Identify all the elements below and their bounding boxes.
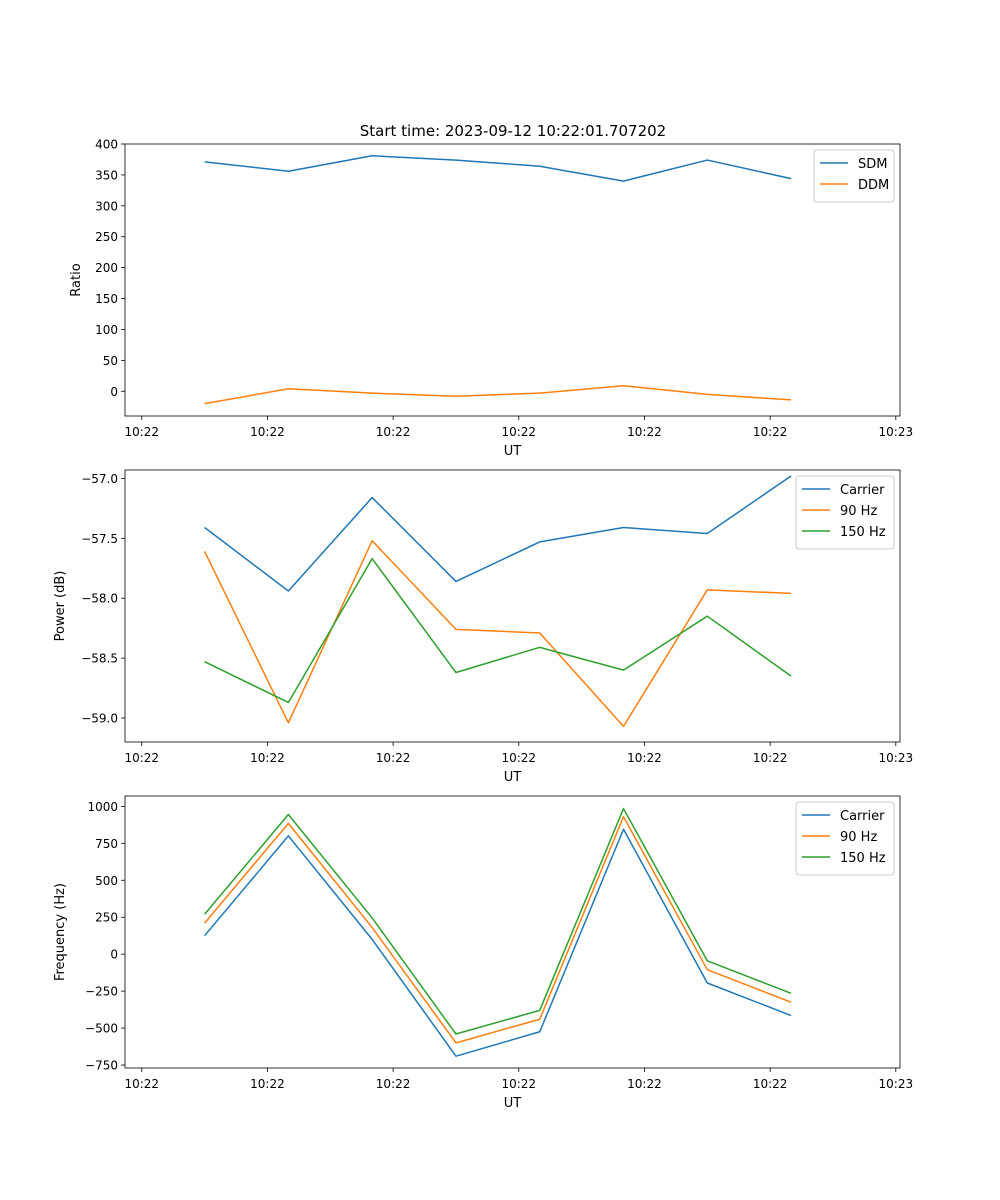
y-tick-label: 250 [95,911,118,925]
legend-label: DDM [858,178,889,193]
x-tick-label: 10:22 [250,425,285,439]
x-tick-label: 10:22 [753,425,788,439]
x-tick-label: 10:22 [376,751,411,765]
y-tick-label: 150 [95,292,118,306]
x-tick-label: 10:23 [879,751,914,765]
x-tick-label: 10:22 [501,1077,536,1091]
series-line-150-hz [204,557,792,704]
series-line-carrier [204,828,792,1057]
y-tick-label: −59.0 [81,712,118,726]
legend: Carrier 90 Hz 150 Hz [795,801,895,876]
legend-label: 90 Hz [840,504,877,519]
y-tick-label: 400 [95,138,118,152]
series-line-carrier [204,475,792,592]
x-tick-label: 10:23 [879,425,914,439]
series-lines [203,475,792,728]
y-tick-label: −57.0 [81,472,118,486]
y-tick-label: 350 [95,168,118,182]
legend-label: 150 Hz [840,851,886,866]
y-tick-label: −57.5 [81,532,118,546]
y-tick-label: 200 [95,261,118,275]
panels: 0 50 100 150 200 250 300 350 400 10:22 10:22 10:22 1… [53,138,913,1112]
legend-label: 150 Hz [840,525,886,540]
y-axis-label: Frequency (Hz) [53,883,68,981]
x-tick-label: 10:23 [879,1077,914,1091]
x-tick-label: 10:22 [250,751,285,765]
series-line-90-hz [203,539,792,728]
figure-title: Start time: 2023-09-12 10:22:01.707202 [360,122,666,140]
series-lines [204,155,792,405]
x-axis-label: UT [504,1096,522,1111]
chart-panel-3: −750 −500 −250 0 250 500 750 1000 10:22 10:22 10:2… [53,795,914,1111]
x-tick-label: 10:22 [627,1077,662,1091]
series-lines [204,807,792,1057]
x-axis-label: UT [504,444,522,459]
x-tick-label: 10:22 [501,425,536,439]
legend-label: 90 Hz [840,830,877,845]
legend-label: Carrier [840,483,885,498]
y-tick-label: 300 [95,199,118,213]
x-tick-label: 10:22 [376,425,411,439]
y-tick-label: −58.5 [81,652,118,666]
y-tick-label: −500 [85,1022,118,1036]
legend-label: SDM [858,157,887,172]
legend: SDM DDM [813,149,895,203]
x-tick-label: 10:22 [376,1077,411,1091]
axes-frame [124,795,901,1069]
y-axis-label: Ratio [69,263,84,296]
axes-frame [124,469,901,743]
legend: Carrier 90 Hz 150 Hz [795,475,895,550]
legend-label: Carrier [840,809,885,824]
y-tick-label: −250 [85,985,118,999]
x-tick-label: 10:22 [501,751,536,765]
axes-frame [124,143,901,417]
y-tick-label: 1000 [87,800,118,814]
y-tick-label: 0 [110,948,118,962]
y-axis-label: Power (dB) [53,571,68,642]
series-line-ddm [204,384,792,405]
x-tick-label: 10:22 [124,751,159,765]
chart-panel-1: 0 50 100 150 200 250 300 350 400 10:22 10:22 10:22 1… [69,138,913,460]
y-tick-label: 250 [95,230,118,244]
x-tick-label: 10:22 [753,751,788,765]
y-tick-label: −58.0 [81,592,118,606]
x-axis-label: UT [504,770,522,785]
y-tick-label: 100 [95,323,118,337]
x-tick-label: 10:22 [627,751,662,765]
x-tick-label: 10:22 [627,425,662,439]
series-line-sdm [204,155,792,182]
y-tick-label: 500 [95,874,118,888]
series-line-90-hz [204,815,792,1044]
y-tick-label: 0 [110,385,118,399]
y-tick-label: 50 [103,354,118,368]
chart-panel-2: −59.0 −58.5 −58.0 −57.5 −57.0 10:22 10:22 10:22… [53,469,914,785]
y-tick-label: 750 [95,837,118,851]
y-tick-label: −750 [85,1059,118,1073]
x-tick-label: 10:22 [753,1077,788,1091]
series-line-150-hz [204,807,792,1035]
x-tick-label: 10:22 [124,1077,159,1091]
x-tick-label: 10:22 [124,425,159,439]
x-tick-label: 10:22 [250,1077,285,1091]
